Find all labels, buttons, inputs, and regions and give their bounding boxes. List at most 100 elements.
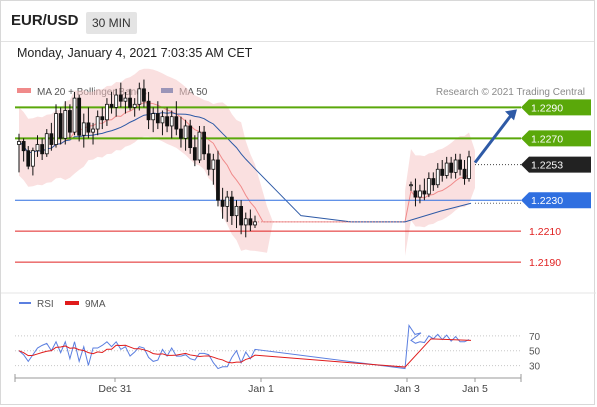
candle-body — [422, 190, 427, 195]
pre-candle-32 — [165, 107, 169, 133]
candle-body — [253, 221, 257, 226]
level-label-1-2290: 1.2290 — [531, 102, 563, 114]
candle-body — [118, 94, 123, 102]
post-candle-4 — [426, 172, 431, 198]
pre-candle-20 — [109, 91, 114, 114]
pre-candle-51 — [253, 215, 257, 229]
pre-candle-33 — [169, 110, 174, 139]
pre-candle-1 — [21, 138, 26, 162]
candle-body — [192, 147, 197, 161]
symbol-title: EUR/USD — [11, 12, 79, 29]
candle-body — [453, 159, 458, 173]
candle-body — [243, 218, 248, 226]
pre-candle-41 — [206, 144, 211, 176]
pre-candle-26 — [137, 82, 142, 111]
pre-candle-39 — [197, 125, 202, 164]
pre-candle-48 — [239, 200, 244, 235]
candle-body — [206, 153, 211, 170]
pre-candle-7 — [49, 122, 54, 151]
pre-candle-19 — [105, 98, 109, 126]
candle-body — [58, 113, 63, 139]
pre-candle-9 — [58, 107, 63, 145]
pre-candle-45 — [225, 190, 230, 222]
candle-body — [35, 144, 40, 152]
candle-body — [197, 131, 202, 161]
pre-candle-49 — [243, 212, 248, 238]
chart-header: EUR/USD 30 MIN — [1, 1, 594, 42]
candle-body — [440, 168, 445, 176]
candle-body — [165, 116, 169, 127]
forecast-arrow-head — [505, 109, 517, 121]
candle-body — [81, 122, 86, 136]
level-label-1-2190: 1.2190 — [529, 257, 561, 269]
rsi-tick-70: 70 — [529, 332, 541, 343]
pre-candle-16 — [91, 122, 95, 145]
pre-candle-4 — [35, 135, 40, 157]
candle-body — [132, 103, 137, 108]
candle-body — [128, 97, 132, 108]
candle-body — [216, 159, 220, 201]
candle-body — [462, 168, 467, 179]
candle-body — [418, 190, 422, 198]
x-tick-label-1: Jan 1 — [248, 383, 274, 395]
level-label-1-2270: 1.2270 — [531, 133, 563, 145]
level-label-1-2210: 1.2210 — [529, 226, 561, 238]
candle-body — [123, 97, 128, 102]
pre-candle-31 — [160, 110, 165, 136]
rsi-legend-label: RSI — [37, 299, 54, 310]
pre-candle-21 — [114, 88, 119, 117]
ma9-legend-swatch — [65, 301, 79, 305]
candle-body — [91, 128, 95, 133]
post-candle-3 — [422, 178, 427, 201]
pre-candle-13 — [77, 95, 82, 142]
pre-candle-8 — [54, 104, 58, 148]
candle-body — [239, 205, 244, 226]
candle-body — [63, 110, 68, 139]
candle-body — [72, 97, 77, 133]
candle-body — [77, 97, 82, 136]
bollinger-band-area — [19, 68, 273, 253]
x-tick-label-3: Jan 5 — [462, 383, 488, 395]
pre-candle-47 — [234, 200, 239, 229]
pre-candle-0 — [17, 133, 21, 173]
candle-body — [86, 122, 91, 133]
pre-candle-44 — [220, 187, 225, 219]
candle-body — [179, 128, 183, 139]
post-candle-2 — [418, 184, 422, 204]
pre-candle-50 — [248, 209, 253, 232]
candle-body — [435, 168, 440, 186]
post-candle-10 — [453, 153, 458, 179]
pre-candle-3 — [30, 147, 35, 176]
candle-body — [188, 125, 193, 149]
candle-body — [169, 116, 174, 127]
rsi-line — [18, 324, 470, 370]
post-candle-7 — [440, 159, 445, 182]
post-candle-11 — [458, 153, 462, 176]
rsi-tick-30: 30 — [529, 362, 541, 373]
candle-body — [146, 100, 151, 121]
pre-candle-12 — [72, 91, 77, 136]
candle-body — [225, 196, 230, 207]
pre-candle-11 — [68, 104, 72, 139]
pre-candle-2 — [26, 146, 31, 170]
post-candle-8 — [444, 156, 449, 179]
candle-body — [234, 205, 239, 217]
pre-candle-42 — [211, 153, 216, 185]
pre-candle-46 — [229, 190, 234, 225]
candle-body — [40, 144, 45, 155]
ma9-legend-label: 9MA — [85, 299, 106, 310]
ma20-legend-swatch — [17, 88, 31, 93]
pre-candle-29 — [151, 107, 156, 133]
timeframe-badge[interactable]: 30 MIN — [86, 12, 137, 34]
chart-timestamp: Monday, January 4, 2021 7:03:35 AM CET — [17, 46, 253, 60]
pre-candle-14 — [81, 113, 86, 148]
level-tag-1-2270 — [521, 130, 591, 147]
candle-body — [44, 133, 49, 155]
candle-body — [426, 178, 431, 195]
candle-body — [49, 133, 54, 145]
candle-body — [26, 150, 31, 167]
pre-candle-35 — [179, 116, 183, 148]
pre-candle-36 — [183, 119, 188, 151]
pre-candle-37 — [188, 119, 193, 154]
